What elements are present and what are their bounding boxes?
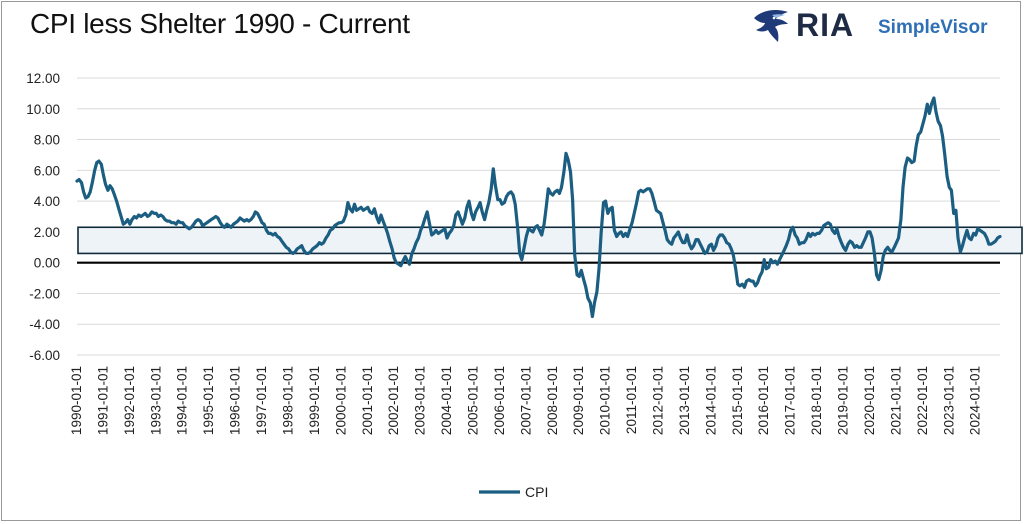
x-tick-label: 2021-01-01 [888, 366, 903, 435]
y-tick-label: 4.00 [34, 194, 60, 209]
logo-simplevisor-text: SimpleVisor [878, 17, 988, 38]
series-line-cpi [75, 96, 1002, 319]
x-tick-label: 1997-01-01 [254, 366, 269, 435]
x-tick-label: 2005-01-01 [465, 366, 480, 435]
x-tick-label: 1996-01-01 [228, 366, 243, 435]
x-tick-label: 2014-01-01 [703, 366, 718, 435]
y-tick-label: -6.00 [29, 348, 60, 363]
legend: CPI [479, 484, 548, 500]
x-tick-label: 1991-01-01 [95, 366, 110, 435]
x-tick-label: 2024-01-01 [968, 366, 983, 435]
chart-title: CPI less Shelter 1990 - Current [30, 8, 410, 39]
x-tick-label: 2004-01-01 [439, 366, 454, 435]
x-tick-label: 2008-01-01 [545, 366, 560, 435]
x-tick-label: 1998-01-01 [280, 366, 295, 435]
x-tick-label: 1992-01-01 [122, 366, 137, 435]
legend-label-cpi: CPI [525, 484, 548, 500]
x-tick-label: 2020-01-01 [862, 366, 877, 435]
y-tick-label: 8.00 [34, 133, 60, 148]
y-tick-label: 6.00 [34, 163, 60, 178]
x-tick-label: 2017-01-01 [783, 366, 798, 435]
x-tick-label: 2000-01-01 [333, 366, 348, 435]
x-tick-label: 2013-01-01 [677, 366, 692, 435]
y-tick-label: -2.00 [29, 286, 60, 301]
y-tick-label: -4.00 [29, 317, 60, 332]
x-tick-label: 1994-01-01 [175, 366, 190, 435]
x-tick-label: 2022-01-01 [915, 366, 930, 435]
x-tick-label: 2001-01-01 [360, 366, 375, 435]
x-tick-label: 1990-01-01 [69, 366, 84, 435]
ria-simplevisor-logo: RIA SimpleVisor [752, 6, 1012, 46]
x-tick-label: 1999-01-01 [307, 366, 322, 435]
x-tick-label: 2015-01-01 [730, 366, 745, 435]
y-tick-label: 12.00 [26, 71, 60, 86]
x-tick-label: 2023-01-01 [941, 366, 956, 435]
x-tick-label: 2002-01-01 [386, 366, 401, 435]
x-axis-ticks: 1990-01-01 1991-01-01 1992-01-01 1993-01-01… [69, 366, 983, 435]
eagle-logo-icon [754, 10, 788, 42]
x-tick-label: 1995-01-01 [201, 366, 216, 435]
y-tick-label: 10.00 [26, 102, 60, 117]
x-tick-label: 2011-01-01 [624, 366, 639, 434]
x-tick-label: 2003-01-01 [413, 366, 428, 435]
y-tick-label: 0.00 [34, 256, 60, 271]
x-tick-label: 2007-01-01 [518, 366, 533, 435]
target-range-band [77, 226, 1023, 255]
y-axis-ticks: 12.00 10.00 8.00 6.00 4.00 2.00 0.00 -2.00 -4.00… [26, 71, 60, 363]
x-tick-label: 2010-01-01 [598, 366, 613, 435]
x-tick-label: 2006-01-01 [492, 366, 507, 435]
x-tick-label: 2012-01-01 [651, 366, 666, 435]
x-tick-label: 1993-01-01 [148, 366, 163, 435]
x-tick-label: 2009-01-01 [571, 366, 586, 435]
y-tick-label: 2.00 [34, 225, 60, 240]
x-tick-label: 2018-01-01 [809, 366, 824, 435]
x-tick-label: 2019-01-01 [836, 366, 851, 435]
logo-ria-text: RIA [796, 7, 855, 43]
x-tick-label: 2016-01-01 [756, 366, 771, 435]
